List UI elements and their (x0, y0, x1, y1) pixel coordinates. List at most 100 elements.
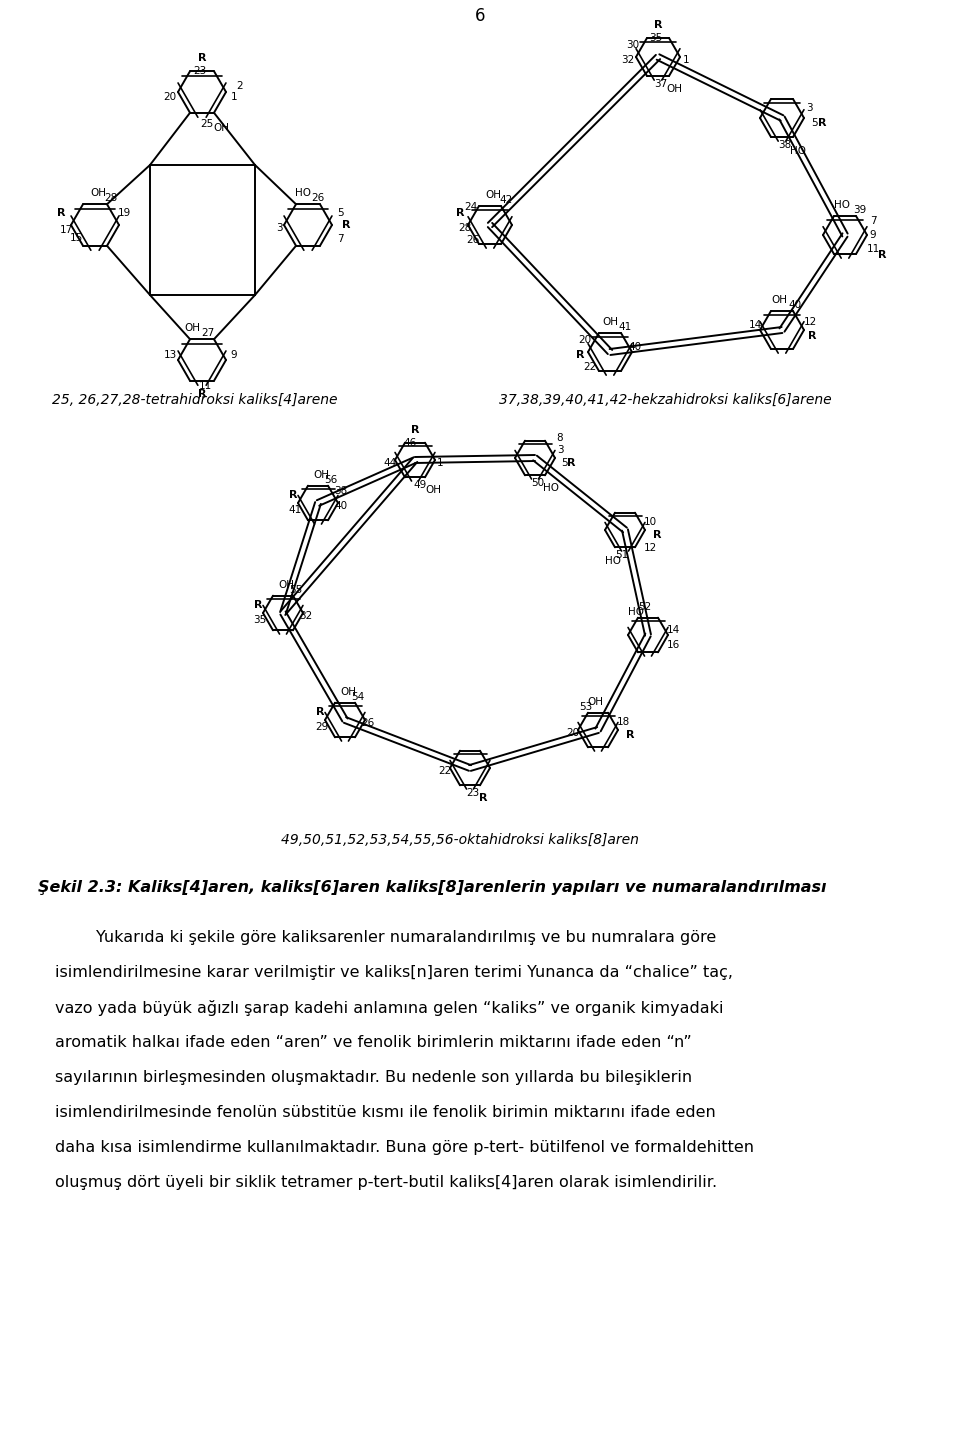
Text: 32: 32 (621, 55, 635, 65)
Text: isimlendirilmesinde fenolün sübstitüe kısmı ile fenolik birimin miktarını ifade : isimlendirilmesinde fenolün sübstitüe kı… (55, 1104, 716, 1120)
Text: 9: 9 (230, 349, 237, 360)
Text: OH: OH (313, 470, 329, 480)
Text: oluşmuş dört üyeli bir siklik tetramer p-tert-butil kaliks[4]aren olarak isimlen: oluşmuş dört üyeli bir siklik tetramer p… (55, 1175, 717, 1191)
Text: 53: 53 (580, 702, 592, 712)
Text: R: R (818, 118, 827, 128)
Text: 49: 49 (414, 480, 426, 490)
Text: 14: 14 (666, 626, 680, 636)
Text: 49,50,51,52,53,54,55,56-oktahidroksi kaliks[8]aren: 49,50,51,52,53,54,55,56-oktahidroksi kal… (281, 833, 639, 847)
Text: sayılarının birleşmesinden oluşmaktadır. Bu nedenle son yıllarda bu bileşiklerin: sayılarının birleşmesinden oluşmaktadır.… (55, 1070, 692, 1086)
Text: R: R (626, 731, 635, 741)
Text: R: R (316, 707, 324, 718)
Text: 37,38,39,40,41,42-hekzahidroksi kaliks[6]arene: 37,38,39,40,41,42-hekzahidroksi kaliks[6… (498, 393, 831, 407)
Text: R: R (456, 209, 465, 219)
Text: 22: 22 (584, 362, 596, 372)
Text: R: R (342, 220, 350, 230)
Text: vazo yada büyük ağızlı şarap kadehi anlamına gelen “kaliks” ve organik kimyadaki: vazo yada büyük ağızlı şarap kadehi anla… (55, 999, 724, 1017)
Text: 6: 6 (475, 7, 485, 24)
Text: 29: 29 (316, 722, 328, 732)
Text: 26: 26 (361, 718, 374, 728)
Text: 5: 5 (810, 118, 817, 128)
Text: 30: 30 (627, 40, 639, 50)
Text: 9: 9 (870, 230, 876, 240)
Text: 5: 5 (562, 457, 568, 467)
Text: daha kısa isimlendirme kullanılmaktadır. Buna göre p-tert- bütilfenol ve formald: daha kısa isimlendirme kullanılmaktadır.… (55, 1140, 754, 1155)
Text: 35: 35 (649, 33, 662, 43)
Text: 1: 1 (683, 55, 689, 65)
Text: 51: 51 (615, 549, 629, 559)
Text: OH: OH (771, 295, 787, 305)
Text: HO: HO (605, 557, 621, 567)
Text: R: R (653, 531, 661, 541)
Text: 25: 25 (201, 119, 214, 129)
Text: OH: OH (213, 124, 229, 132)
Text: HO: HO (295, 188, 311, 198)
Text: 12: 12 (643, 544, 657, 554)
Text: OH: OH (425, 485, 441, 495)
Text: 46: 46 (403, 439, 417, 449)
Text: R: R (807, 331, 816, 341)
Text: 44: 44 (383, 457, 396, 467)
Text: 7: 7 (337, 234, 344, 244)
Text: 27: 27 (202, 328, 215, 338)
Text: 17: 17 (60, 224, 73, 234)
Text: 25, 26,27,28-tetrahidroksi kaliks[4]arene: 25, 26,27,28-tetrahidroksi kaliks[4]aren… (52, 393, 338, 407)
Text: 8: 8 (557, 433, 564, 443)
Text: 1: 1 (437, 457, 444, 467)
Text: 3: 3 (805, 104, 812, 114)
Text: 10: 10 (643, 518, 657, 526)
Text: 3: 3 (276, 223, 282, 233)
Text: 23: 23 (193, 66, 206, 76)
Text: OH: OH (485, 190, 501, 200)
Text: R: R (877, 250, 886, 260)
Text: 41: 41 (288, 505, 301, 515)
Text: 2: 2 (237, 81, 243, 91)
Text: R: R (576, 349, 585, 360)
Text: 18: 18 (616, 718, 630, 728)
Text: 5: 5 (337, 209, 344, 219)
Text: R: R (198, 53, 206, 63)
Text: 23: 23 (467, 788, 480, 798)
Text: 22: 22 (439, 766, 451, 777)
Text: 40: 40 (788, 301, 802, 311)
Text: 39: 39 (853, 206, 867, 216)
Text: 56: 56 (324, 475, 338, 485)
Text: isimlendirilmesine karar verilmiştir ve kaliks[n]aren terimi Yunanca da “chalice: isimlendirilmesine karar verilmiştir ve … (55, 965, 733, 981)
Text: 55: 55 (289, 585, 302, 595)
Text: 12: 12 (804, 316, 817, 326)
Text: R: R (198, 390, 206, 398)
Text: 16: 16 (666, 640, 680, 650)
Text: R: R (289, 490, 298, 500)
Text: R: R (411, 426, 420, 436)
Text: 52: 52 (638, 603, 652, 613)
Text: 14: 14 (749, 321, 761, 329)
Text: 32: 32 (300, 611, 313, 621)
Text: 20: 20 (566, 728, 580, 738)
Text: R: R (57, 209, 65, 219)
Text: 20: 20 (163, 92, 177, 102)
Text: OH: OH (90, 188, 106, 198)
Text: HO: HO (543, 483, 559, 493)
Text: R: R (253, 600, 262, 610)
Text: Yukarıda ki şekile göre kaliksarenler numaralandırılmış ve bu numralara göre: Yukarıda ki şekile göre kaliksarenler nu… (55, 930, 716, 945)
Text: 40: 40 (334, 500, 348, 510)
Text: 20: 20 (579, 335, 591, 345)
Text: 7: 7 (870, 216, 876, 226)
Text: 37: 37 (655, 79, 667, 89)
Text: OH: OH (340, 687, 356, 697)
Text: 41: 41 (618, 322, 632, 332)
Text: 11: 11 (199, 381, 211, 391)
Text: 13: 13 (163, 349, 177, 360)
Text: aromatik halkaı ifade eden “aren” ve fenolik birimlerin miktarını ifade eden “n”: aromatik halkaı ifade eden “aren” ve fen… (55, 1035, 692, 1050)
Text: OH: OH (587, 697, 603, 707)
Text: 35: 35 (253, 615, 267, 626)
Text: 26: 26 (467, 234, 480, 244)
Text: 1: 1 (230, 92, 237, 102)
Text: HO: HO (790, 147, 806, 155)
Text: 28: 28 (458, 223, 471, 233)
Text: 50: 50 (532, 477, 544, 487)
Text: OH: OH (602, 316, 618, 326)
Text: 42: 42 (499, 196, 513, 206)
Text: 38: 38 (779, 139, 792, 150)
Text: 15: 15 (69, 233, 83, 243)
